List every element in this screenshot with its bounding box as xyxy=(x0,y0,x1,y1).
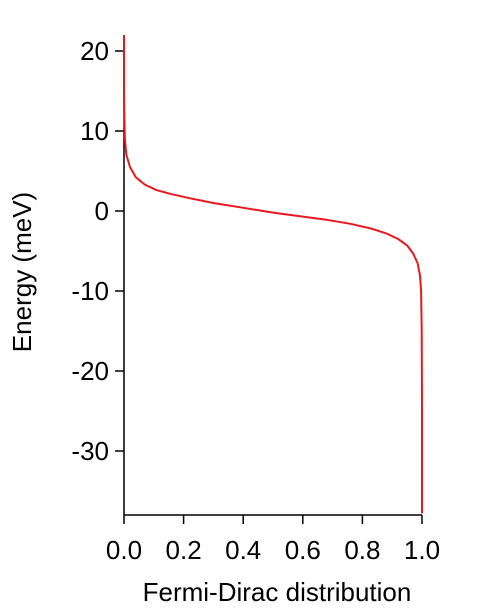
y-tick-label: -20 xyxy=(71,356,109,386)
x-tick-label: 0.2 xyxy=(166,535,202,565)
y-tick-label: 20 xyxy=(80,36,109,66)
x-tick-label: 0.0 xyxy=(106,535,142,565)
y-tick-label: 10 xyxy=(80,116,109,146)
y-tick-label: -30 xyxy=(71,436,109,466)
x-tick-label: 0.4 xyxy=(225,535,261,565)
y-tick-label: -10 xyxy=(71,276,109,306)
x-tick-label: 1.0 xyxy=(404,535,440,565)
x-tick-label: 0.6 xyxy=(285,535,321,565)
y-axis-label: Energy (meV) xyxy=(7,192,37,352)
plot-area: 20 10 0 -10 -20 -30 0.0 0.2 0.4 0.6 0.8 1.0 xyxy=(71,35,440,565)
x-axis-label: Fermi-Dirac distribution xyxy=(143,577,412,607)
x-tick-label: 0.8 xyxy=(344,535,380,565)
y-tick-label: 0 xyxy=(95,196,109,226)
series-line xyxy=(123,35,423,514)
